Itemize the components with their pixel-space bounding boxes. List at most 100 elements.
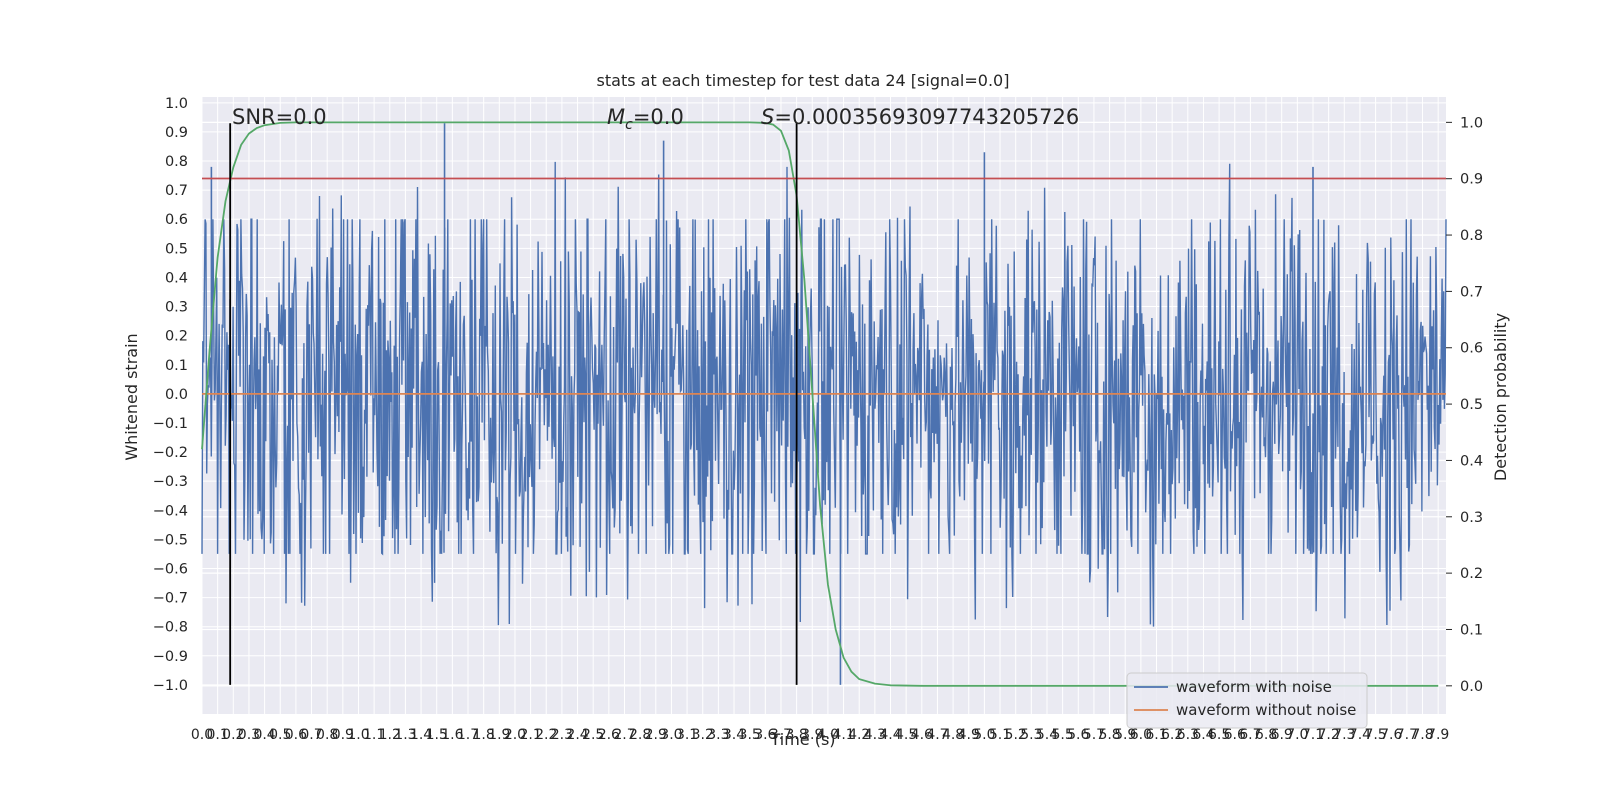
x-tick-label: 3.2 [692,727,714,743]
x-tick-label: 3.1 [676,727,698,743]
vertical-markers [229,123,798,685]
x-tick-label: 4.3 [864,727,886,743]
y-tick-label: 0.9 [165,125,188,141]
x-tick-label: 1.4 [410,727,432,743]
y-tick-label: 0.6 [165,212,188,228]
x-tick-label: 0.0 [191,727,213,743]
y-tick-label: 0.4 [165,270,188,286]
s-annotation: S=0.00035693097743205726 [761,105,1079,129]
chart-title: stats at each timestep for test data 24 … [597,71,1010,90]
legend-label-noise: waveform with noise [1176,678,1332,696]
x-tick-label: 6.9 [1271,727,1293,743]
x-tick-label: 5.6 [1067,727,1089,743]
y-tick-label: 0.8 [165,154,188,170]
x-tick-label: 7.5 [1364,727,1386,743]
y-tick-label: −0.1 [153,416,188,432]
x-tick-label: 1.0 [347,727,369,743]
x-tick-label: 6.4 [1192,727,1214,743]
x-tick-labels: 0.00.10.20.30.40.50.60.70.80.91.01.11.21… [191,727,1449,743]
x-tick-label: 5.2 [1005,727,1027,743]
x-tick-label: 6.7 [1239,727,1261,743]
x-tick-label: 7.6 [1380,727,1402,743]
x-tick-label: 1.6 [441,727,463,743]
x-tick-label: 3.4 [723,727,745,743]
x-tick-label: 4.1 [832,727,854,743]
x-tick-label: 7.0 [1286,727,1308,743]
y-tick-label: −0.6 [153,561,188,577]
x-tick-label: 5.1 [989,727,1011,743]
x-tick-label: 4.6 [911,727,933,743]
x-tick-label: 4.4 [879,727,901,743]
x-tick-label: 2.8 [629,727,651,743]
x-tick-label: 1.9 [488,727,510,743]
noise-waveform [201,123,1447,685]
x-tick-label: 6.0 [1130,727,1152,743]
x-tick-label: 3.7 [770,727,792,743]
x-tick-label: 1.2 [379,727,401,743]
y-tick-label: 0.5 [165,241,188,257]
right-tick-label: 0.1 [1460,622,1483,638]
x-tick-label: 7.9 [1427,727,1449,743]
y-tick-label: −0.2 [153,445,188,461]
left-tick-labels: 1.0 0.9 0.8 0.7 0.6 0.5 0.4 0.3 0.2 0.1 0.0 −0.1 −0.… [153,96,188,694]
right-tick-label: 0.0 [1460,679,1483,695]
x-tick-label: 2.0 [504,727,526,743]
x-tick-label: 3.0 [660,727,682,743]
x-tick-label: 3.5 [739,727,761,743]
x-tick-label: 3.8 [785,727,807,743]
x-tick-label: 4.2 [848,727,870,743]
x-tick-label: 2.3 [551,727,573,743]
y-tick-label: −0.9 [153,649,188,665]
x-tick-label: 1.1 [363,727,385,743]
x-tick-label: 3.3 [707,727,729,743]
x-tick-label: 2.5 [582,727,604,743]
right-tick-label: 0.2 [1460,566,1483,582]
y-axis-label: Whitened strain [122,333,141,460]
x-tick-label: 0.2 [222,727,244,743]
x-tick-label: 5.5 [1051,727,1073,743]
snr-annotation: SNR=0.0 [232,105,327,129]
x-tick-label: 0.7 [300,727,322,743]
y-tick-label: −0.8 [153,620,188,636]
y-tick-label: 1.0 [165,96,188,112]
x-tick-label: 4.9 [958,727,980,743]
series-line-2 [201,121,1439,687]
series-lines [201,121,1446,687]
x-tick-label: 5.8 [1098,727,1120,743]
x-tick-label: 6.3 [1177,727,1199,743]
legend: waveform with noise waveform without noi… [1126,672,1368,729]
s-symbol: S [761,105,774,129]
x-tick-label: 4.7 [926,727,948,743]
x-tick-label: 6.8 [1255,727,1277,743]
x-tick-label: 0.6 [285,727,307,743]
mc-symbol: M [607,105,625,129]
x-tick-label: 5.4 [1036,727,1058,743]
x-tick-label: 5.3 [1020,727,1042,743]
right-tick-label: 0.4 [1460,453,1483,469]
x-tick-label: 0.3 [238,727,260,743]
y-axis-label-right: Detection probability [1491,313,1510,481]
y-tick-label: −0.3 [153,474,188,490]
x-tick-label: 1.5 [426,727,448,743]
right-tick-label: 1.0 [1460,115,1483,131]
x-tick-label: 0.1 [207,727,229,743]
x-tick-label: 5.0 [973,727,995,743]
x-tick-label: 2.7 [613,727,635,743]
x-tick-label: 5.7 [1083,727,1105,743]
right-tick-labels: 1.0 0.9 0.8 0.7 0.6 0.5 0.4 0.3 0.2 0.1 0.0 [1446,115,1483,695]
x-tick-label: 6.2 [1161,727,1183,743]
x-tick-label: 2.4 [566,727,588,743]
y-tick-label: 0.3 [165,300,188,316]
x-tick-label: 7.8 [1411,727,1433,743]
right-tick-label: 0.3 [1460,510,1483,526]
y-tick-label: −0.4 [153,503,188,519]
mc-annotation: Mc=0.0 [607,105,684,133]
x-tick-label: 2.1 [519,727,541,743]
right-tick-label: 0.6 [1460,341,1483,357]
x-tick-label: 7.2 [1318,727,1340,743]
x-tick-label: 7.3 [1333,727,1355,743]
y-tick-label: −1.0 [153,678,188,694]
x-tick-label: 6.6 [1224,727,1246,743]
x-tick-label: 1.7 [457,727,479,743]
